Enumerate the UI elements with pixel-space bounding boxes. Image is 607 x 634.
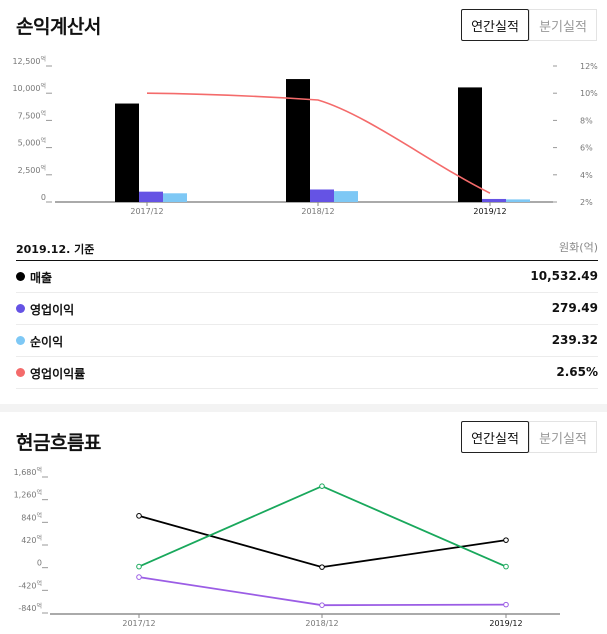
legend-value: 2.65% [556,365,598,379]
x-tick-label: 2019/12 [489,619,522,628]
legend-date: 2019.12. 기준 [16,243,95,256]
income-tab-group: 연간실적 분기실적 [461,9,597,41]
y2-tick-label: 8% [580,116,593,125]
y-tick-label: 10,000억 [12,82,46,93]
bar-revenue[interactable] [458,87,482,202]
line-point[interactable] [319,564,325,570]
line-point[interactable] [503,601,509,608]
x-tick-label: 2018/12 [305,619,338,628]
legend-row-net-income: 순이익 239.32 [16,325,598,357]
line-point[interactable] [136,513,142,519]
y2-tick-label: 6% [580,144,593,153]
bar-net-income[interactable] [334,191,358,202]
bar-net-income[interactable] [506,199,530,202]
income-legend-header: 2019.12. 기준 원화(억) [16,238,598,261]
y-tick-label: 0 [37,559,42,568]
bar-operating-profit[interactable] [482,198,506,202]
legend-value: 239.32 [551,333,598,347]
y-tick-label: -420억 [18,579,42,590]
y2-tick-label: 12% [580,62,598,71]
y-tick-label: 0 [41,193,46,202]
bar-operating-profit[interactable] [139,191,163,202]
y-tick-label: 840억 [21,511,42,522]
line-point[interactable] [319,602,325,608]
y2-tick-label: 2% [580,198,593,207]
operating-margin-dot-icon [16,368,25,377]
legend-value: 10,532.49 [530,269,598,283]
y-tick-label: 2,500억 [18,164,46,175]
bar-net-income[interactable] [163,193,187,202]
x-tick-label: 2018/12 [301,207,334,216]
investing-cashflow-line[interactable] [138,485,507,568]
y2-tick-label: 4% [580,171,593,180]
legend-label: 영업이익 [30,303,75,317]
y-tick-label: 1,260억 [14,489,42,500]
line-point[interactable] [136,563,142,570]
income-title: 손익계산서 [16,16,101,38]
bar-revenue[interactable] [115,103,139,202]
y-tick-label: 12,500억 [12,55,46,66]
income-tab-annual[interactable]: 연간실적 [461,9,529,41]
y-tick-label: 7,500억 [18,109,46,120]
revenue-dot-icon [16,272,25,281]
cashflow-tab-annual[interactable]: 연간실적 [461,421,529,453]
legend-row-operating-margin: 영업이익률 2.65% [16,357,598,389]
net-income-dot-icon [16,336,25,345]
operating-margin-line[interactable] [146,92,491,194]
cashflow-chart: 1,680억 1,260억 840억 420억 0 -420억 -840억 2017/12 2… [14,466,560,628]
income-chart: 12,500억 10,000억 7,500억 5,000억 2,500억 0 12% 10%… [12,55,598,216]
legend-value: 279.49 [551,301,598,315]
y2-tick-label: 10% [580,89,598,98]
line-point[interactable] [503,563,509,570]
operating-profit-dot-icon [16,304,25,313]
financing-cashflow-line[interactable] [138,576,507,607]
line-point[interactable] [503,537,509,543]
legend-row-operating-profit: 영업이익 279.49 [16,293,598,325]
income-tab-quarterly[interactable]: 분기실적 [529,9,597,41]
bar-operating-profit[interactable] [310,189,334,202]
x-tick-label: 2019/12 [473,207,506,216]
cashflow-tab-group: 연간실적 분기실적 [461,421,597,453]
legend-label: 순이익 [30,335,64,349]
legend-row-revenue: 매출 10,532.49 [16,261,598,293]
cashflow-tab-quarterly[interactable]: 분기실적 [529,421,597,453]
x-tick-label: 2017/12 [122,619,155,628]
y-tick-label: -840억 [18,602,42,613]
legend-label: 영업이익률 [30,367,86,381]
y-tick-label: 5,000억 [18,137,46,148]
line-point[interactable] [136,574,142,580]
section-divider [0,404,607,412]
line-point[interactable] [319,483,325,489]
y-tick-label: 420억 [21,534,42,545]
cashflow-title: 현금흐름표 [16,432,101,454]
y-tick-label: 1,680억 [14,466,42,477]
legend-label: 매출 [30,271,53,285]
x-tick-label: 2017/12 [130,207,163,216]
legend-unit: 원화(억) [559,241,598,254]
